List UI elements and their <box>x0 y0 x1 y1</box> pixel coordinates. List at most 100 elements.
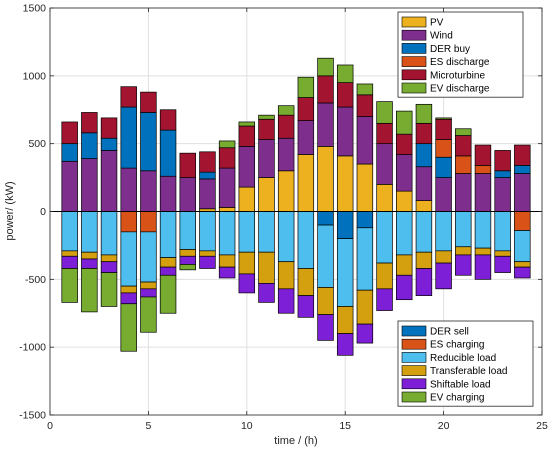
bar-der-buy <box>120 106 137 169</box>
bar-der-buy <box>415 143 433 168</box>
bar-ev-discharge <box>297 76 315 98</box>
bar-microturbine <box>61 121 78 145</box>
x-tick-label: 20 <box>438 420 450 432</box>
x-tick-label: 15 <box>339 420 351 432</box>
bar-ev-charging <box>140 296 157 333</box>
bar-wind <box>356 116 374 165</box>
bar-transferable-load <box>356 289 374 325</box>
bar-reducible-load <box>258 211 275 253</box>
bar-der-sell <box>317 211 334 226</box>
bar-microturbine <box>218 147 236 169</box>
legend-label-ev-discharge: EV discharge <box>430 84 490 95</box>
bar-microturbine <box>277 114 295 139</box>
bar-microturbine <box>297 97 315 121</box>
legend-bottom-right: DER sell ES charging Reducible load Transfe… <box>397 320 534 407</box>
bar-shiftable-load <box>336 333 354 356</box>
bar-shiftable-load <box>218 266 236 279</box>
bar-transferable-load <box>238 251 256 275</box>
bar-microturbine <box>376 122 393 145</box>
bar-reducible-load <box>159 211 177 258</box>
bar-shiftable-load <box>396 274 413 301</box>
bar-shiftable-load <box>376 288 393 311</box>
legend-label-wind: Wind <box>430 31 453 42</box>
bar-shiftable-load <box>179 255 196 265</box>
bar-ev-discharge <box>396 110 413 135</box>
bar-pv <box>376 184 393 212</box>
legend-swatch-der-buy <box>401 43 427 54</box>
bar-pv <box>356 163 374 212</box>
bar-ev-discharge <box>218 140 236 149</box>
bar-transferable-load <box>336 306 354 334</box>
bar-transferable-load <box>297 268 315 296</box>
y-tick-label: 1500 <box>23 3 47 15</box>
bar-transferable-load <box>61 250 78 257</box>
bar-microturbine <box>474 144 492 166</box>
bar-pv <box>297 154 315 212</box>
bar-microturbine <box>100 117 118 139</box>
bar-ev-discharge <box>238 121 256 127</box>
legend-label-shiftable-load: Shiftable load <box>430 379 491 390</box>
bar-reducible-load <box>356 227 374 291</box>
bar-microturbine <box>179 152 196 178</box>
bar-wind <box>140 170 157 212</box>
bar-pv <box>396 190 413 212</box>
bar-wind <box>120 167 137 212</box>
bar-der-buy <box>61 143 78 162</box>
bar-microturbine <box>258 118 275 140</box>
bar-wind <box>336 106 354 157</box>
legend-top-right: PV Wind DER buy ES discharge Microturbine EV … <box>397 11 524 98</box>
bar-shiftable-load <box>81 258 98 269</box>
y-tick-label: 0 <box>40 206 46 218</box>
bar-der-buy <box>199 171 216 180</box>
bar-reducible-load <box>218 211 236 256</box>
bar-pv <box>317 146 334 212</box>
bar-transferable-load <box>159 257 177 268</box>
bar-wind <box>81 158 98 212</box>
bar-transferable-load <box>474 247 492 256</box>
x-tick-label: 0 <box>47 420 53 432</box>
bar-transferable-load <box>277 261 295 290</box>
bar-shiftable-load <box>317 314 334 341</box>
bar-microturbine <box>455 135 472 157</box>
bar-reducible-load <box>277 211 295 263</box>
bar-microturbine <box>514 144 531 166</box>
bar-wind <box>258 139 275 178</box>
y-tick-label: -1000 <box>19 342 46 354</box>
x-tick-label: 5 <box>145 420 151 432</box>
legend-swatch-shiftable-load <box>401 378 427 390</box>
bar-wind <box>277 137 295 172</box>
legend-swatch-ev-discharge <box>401 82 427 94</box>
legend-label-reducible-load: Reducible load <box>430 353 496 364</box>
bar-es-discharge <box>474 165 492 174</box>
bar-ev-discharge <box>435 117 452 120</box>
bar-wind <box>514 173 531 212</box>
bar-transferable-load <box>455 246 472 256</box>
bar-es-charging <box>120 211 137 233</box>
bar-microturbine <box>199 151 216 173</box>
bar-transferable-load <box>140 281 157 290</box>
bar-es-discharge <box>435 139 452 158</box>
bar-reducible-load <box>199 211 216 252</box>
bar-es-charging <box>514 211 531 231</box>
y-tick-label: 1000 <box>23 70 47 82</box>
bar-es-charging <box>140 211 157 233</box>
bar-transferable-load <box>218 254 236 268</box>
bar-reducible-load <box>376 211 393 264</box>
legend-swatch-es-discharge <box>401 56 427 67</box>
bar-shiftable-load <box>100 261 118 273</box>
bar-reducible-load <box>455 211 472 248</box>
axes: 0 5 10 15 20 25 -1500 -1000 -500 0 500 1000 1500 <box>19 3 548 433</box>
bar-pv <box>277 170 295 212</box>
bar-shiftable-load <box>61 255 78 269</box>
legend-label-ev-charging: EV charging <box>430 393 484 404</box>
bar-ev-charging <box>120 303 137 352</box>
bar-reducible-load <box>297 211 315 269</box>
bar-microturbine <box>238 125 256 147</box>
bar-transferable-load <box>514 261 531 268</box>
bar-transferable-load <box>415 251 433 269</box>
bar-ev-discharge <box>376 101 393 124</box>
bar-reducible-load <box>140 231 157 283</box>
bar-ev-charging <box>100 272 118 307</box>
bar-microturbine <box>415 122 433 145</box>
